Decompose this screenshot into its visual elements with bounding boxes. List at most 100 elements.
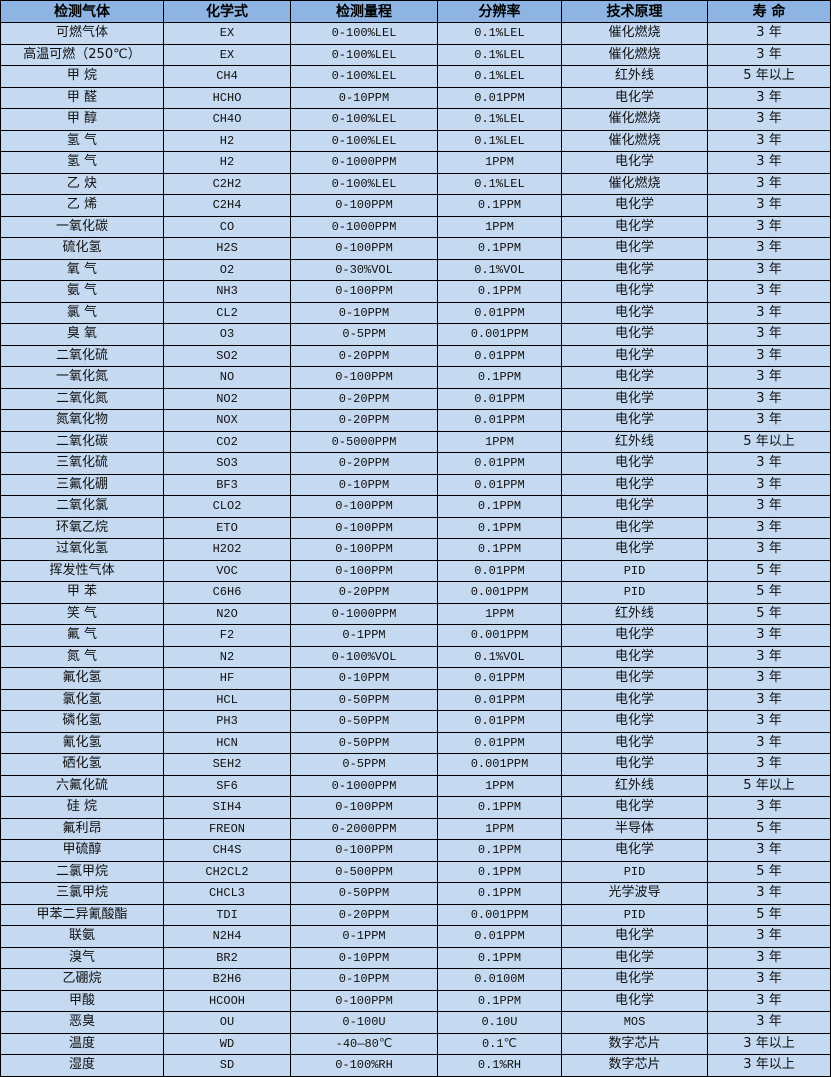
gas-name-cell: 二氧化氮 (0, 387, 164, 410)
resolution-cell: 1PPM (437, 215, 562, 238)
resolution-cell: 0.1PPM (437, 882, 562, 905)
range-cell: 0-1PPM (290, 624, 438, 647)
resolution-cell: 0.1PPM (437, 280, 562, 303)
table-row: 磷化氢 PH3 0-50PPM 0.01PPM 电化学 3 年 (0, 710, 831, 733)
gas-name-cell: 三氯甲烷 (0, 882, 164, 905)
formula-cell: CO (163, 215, 291, 238)
table-row: 臭 氧 O3 0-5PPM 0.001PPM 电化学 3 年 (0, 323, 831, 346)
gas-name-cell: 甲酸 (0, 989, 164, 1012)
lifespan-cell: 3 年 (707, 22, 831, 45)
principle-cell: 电化学 (561, 925, 708, 948)
principle-cell: 电化学 (561, 753, 708, 776)
lifespan-cell: 3 年 (707, 1011, 831, 1034)
lifespan-cell: 3 年 (707, 538, 831, 561)
principle-cell: 电化学 (561, 645, 708, 668)
range-cell: 0-20PPM (290, 409, 438, 432)
principle-cell: 红外线 (561, 774, 708, 797)
range-cell: 0-10PPM (290, 86, 438, 109)
lifespan-cell: 5 年 (707, 860, 831, 883)
formula-cell: SEH2 (163, 753, 291, 776)
header-lifespan: 寿 命 (707, 0, 831, 23)
principle-cell: 电化学 (561, 624, 708, 647)
lifespan-cell: 3 年 (707, 280, 831, 303)
header-range: 检测量程 (290, 0, 438, 23)
header-principle: 技术原理 (561, 0, 708, 23)
gas-name-cell: 六氟化硫 (0, 774, 164, 797)
formula-cell: F2 (163, 624, 291, 647)
range-cell: 0-10PPM (290, 473, 438, 496)
lifespan-cell: 3 年 (707, 839, 831, 862)
gas-name-cell: 臭 氧 (0, 323, 164, 346)
gas-name-cell: 甲硫醇 (0, 839, 164, 862)
gas-name-cell: 联氨 (0, 925, 164, 948)
table-row: 三氟化硼 BF3 0-10PPM 0.01PPM 电化学 3 年 (0, 473, 831, 496)
resolution-cell: 0.1℃ (437, 1032, 562, 1055)
formula-cell: CHCL3 (163, 882, 291, 905)
resolution-cell: 0.1PPM (437, 194, 562, 217)
table-row: 氢 气 H2 0-100%LEL 0.1%LEL 催化燃烧 3 年 (0, 129, 831, 152)
principle-cell: 电化学 (561, 409, 708, 432)
lifespan-cell: 3 年 (707, 366, 831, 389)
principle-cell: 光学波导 (561, 882, 708, 905)
table-row: 氯 气 CL2 0-10PPM 0.01PPM 电化学 3 年 (0, 301, 831, 324)
principle-cell: PID (561, 860, 708, 883)
gas-name-cell: 湿度 (0, 1054, 164, 1077)
formula-cell: O2 (163, 258, 291, 281)
lifespan-cell: 3 年 (707, 108, 831, 131)
lifespan-cell: 3 年 (707, 387, 831, 410)
gas-name-cell: 氢 气 (0, 151, 164, 174)
principle-cell: 电化学 (561, 194, 708, 217)
resolution-cell: 0.1PPM (437, 237, 562, 260)
resolution-cell: 0.1%LEL (437, 172, 562, 195)
resolution-cell: 0.1PPM (437, 989, 562, 1012)
gas-name-cell: 氯 气 (0, 301, 164, 324)
principle-cell: 电化学 (561, 301, 708, 324)
resolution-cell: 0.001PPM (437, 581, 562, 604)
formula-cell: OU (163, 1011, 291, 1034)
principle-cell: 红外线 (561, 602, 708, 625)
range-cell: 0-5PPM (290, 753, 438, 776)
range-cell: 0-20PPM (290, 387, 438, 410)
lifespan-cell: 3 年 (707, 473, 831, 496)
resolution-cell: 1PPM (437, 602, 562, 625)
gas-name-cell: 二氧化碳 (0, 430, 164, 453)
lifespan-cell: 3 年以上 (707, 1054, 831, 1077)
formula-cell: HF (163, 667, 291, 690)
lifespan-cell: 3 年 (707, 409, 831, 432)
resolution-cell: 0.001PPM (437, 624, 562, 647)
formula-cell: C6H6 (163, 581, 291, 604)
gas-name-cell: 氢 气 (0, 129, 164, 152)
lifespan-cell: 3 年 (707, 172, 831, 195)
gas-name-cell: 乙 烯 (0, 194, 164, 217)
resolution-cell: 1PPM (437, 774, 562, 797)
lifespan-cell: 3 年 (707, 667, 831, 690)
formula-cell: PH3 (163, 710, 291, 733)
formula-cell: CLO2 (163, 495, 291, 518)
range-cell: 0-100PPM (290, 839, 438, 862)
range-cell: 0-5PPM (290, 323, 438, 346)
lifespan-cell: 3 年 (707, 194, 831, 217)
table-row: 挥发性气体 VOC 0-100PPM 0.01PPM PID 5 年 (0, 559, 831, 582)
gas-name-cell: 三氟化硼 (0, 473, 164, 496)
lifespan-cell: 3 年以上 (707, 1032, 831, 1055)
range-cell: 0-10PPM (290, 968, 438, 991)
gas-name-cell: 二氯甲烷 (0, 860, 164, 883)
principle-cell: 电化学 (561, 968, 708, 991)
lifespan-cell: 3 年 (707, 452, 831, 475)
gas-name-cell: 乙 炔 (0, 172, 164, 195)
table-row: 恶臭 OU 0-100U 0.10U MOS 3 年 (0, 1011, 831, 1034)
principle-cell: 电化学 (561, 473, 708, 496)
resolution-cell: 0.0100M (437, 968, 562, 991)
resolution-cell: 0.1%LEL (437, 65, 562, 88)
lifespan-cell: 3 年 (707, 516, 831, 539)
header-formula: 化学式 (163, 0, 291, 23)
gas-name-cell: 三氧化硫 (0, 452, 164, 475)
table-row: 硫化氢 H2S 0-100PPM 0.1PPM 电化学 3 年 (0, 237, 831, 260)
principle-cell: 催化燃烧 (561, 129, 708, 152)
lifespan-cell: 5 年以上 (707, 65, 831, 88)
lifespan-cell: 3 年 (707, 624, 831, 647)
formula-cell: EX (163, 43, 291, 66)
range-cell: 0-1000PPM (290, 215, 438, 238)
formula-cell: NO2 (163, 387, 291, 410)
gas-name-cell: 氟利昂 (0, 817, 164, 840)
